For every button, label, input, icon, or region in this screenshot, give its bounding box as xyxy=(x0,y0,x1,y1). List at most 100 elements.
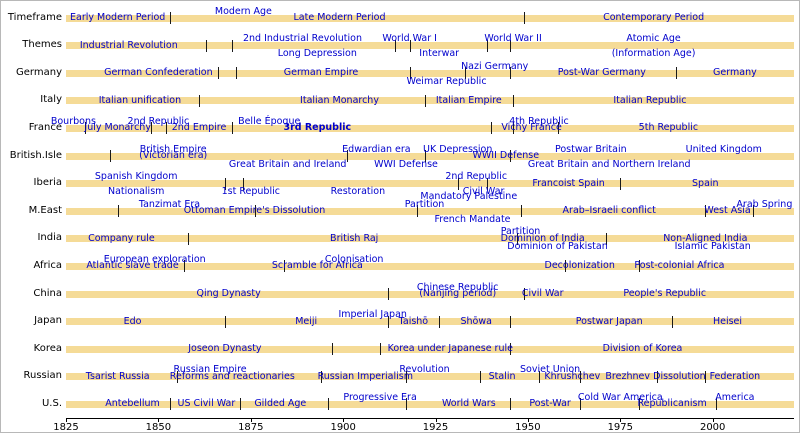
period-label: Italian unification xyxy=(98,94,182,106)
timeline-row: Spanish Kingdom Nationalism 1st Republic Re… xyxy=(66,170,794,198)
axis-year-label: 1950 xyxy=(515,421,541,433)
period-label: Dissolution xyxy=(653,370,706,382)
boundary-tick xyxy=(509,150,511,162)
period-label: Federation xyxy=(709,370,761,382)
boundary-tick xyxy=(479,370,481,383)
x-axis-tick xyxy=(343,418,345,422)
timeline-row: Early Modern Period Modern Age Late Modern… xyxy=(66,4,794,32)
period-label: Arab Spring xyxy=(736,198,793,210)
boundary-tick xyxy=(169,12,171,24)
row-label-timeframe: Timeframe xyxy=(7,11,62,23)
timeline-row: Tanzimat Era Ottoman Empire's Dissolution… xyxy=(66,192,794,225)
boundary-tick xyxy=(491,122,492,135)
boundary-tick xyxy=(254,205,256,218)
boundary-tick xyxy=(520,205,522,218)
boundary-tick xyxy=(620,177,622,190)
period-label: Civil War xyxy=(521,288,564,299)
row-label-france: France xyxy=(28,121,62,133)
axis-year-label: 1900 xyxy=(330,421,356,433)
boundary-tick xyxy=(199,94,200,107)
boundary-tick xyxy=(605,232,607,245)
period-label: Belle Époque xyxy=(238,115,301,127)
boundary-tick xyxy=(409,67,411,80)
period-label: Italian Monarchy xyxy=(300,94,379,106)
period-label: Islamic Pakistan xyxy=(674,241,751,253)
period-label: 4th Republic xyxy=(509,115,569,127)
period-label: Edwardian era xyxy=(342,143,411,155)
boundary-tick xyxy=(176,370,178,383)
boundary-tick xyxy=(387,288,389,300)
period-label: Postwar Japan xyxy=(575,315,643,327)
boundary-tick xyxy=(332,343,334,356)
row-label-m-east: M.East xyxy=(28,204,62,216)
period-label: Heisei xyxy=(712,315,743,327)
boundary-tick xyxy=(346,150,348,162)
period-bar xyxy=(66,180,794,188)
boundary-tick xyxy=(321,370,322,383)
period-label: Nationalism xyxy=(107,186,165,198)
period-label: Scramble for Africa xyxy=(271,260,363,272)
boundary-tick xyxy=(516,232,518,245)
period-label: Gilded Age xyxy=(254,398,307,410)
x-axis-tick xyxy=(712,418,714,422)
x-axis-tick xyxy=(66,418,67,422)
boundary-tick xyxy=(217,67,219,80)
period-label: United Kingdom xyxy=(685,143,762,155)
row-label-iberia: Iberia xyxy=(33,177,62,189)
axis-year-label: 1850 xyxy=(145,421,172,433)
period-label: (Information Age) xyxy=(611,48,696,60)
period-label: Progressive Era xyxy=(343,391,417,403)
boundary-tick xyxy=(406,398,407,411)
period-label: Shōwa xyxy=(460,315,492,327)
x-axis-tick xyxy=(527,418,529,422)
x-axis-line xyxy=(66,418,794,419)
x-axis-tick xyxy=(435,418,437,422)
boundary-tick xyxy=(424,150,426,162)
period-label: Post-War xyxy=(529,398,571,410)
boundary-tick xyxy=(417,205,419,218)
period-label: Korea under Japanese rule xyxy=(387,343,513,355)
period-label: Tanzimat Era xyxy=(138,198,201,210)
period-label: Revolution xyxy=(399,364,450,376)
axis-year-label: 1975 xyxy=(607,421,634,433)
boundary-tick xyxy=(705,370,707,383)
period-label: Joseon Dynasty xyxy=(188,343,262,355)
axis-year-label: 1925 xyxy=(422,421,449,433)
period-label: Vichy France xyxy=(501,122,562,134)
boundary-tick xyxy=(239,398,241,411)
boundary-tick xyxy=(509,398,511,411)
boundary-tick xyxy=(206,39,208,52)
row-label-china: China xyxy=(33,287,62,299)
boundary-tick xyxy=(224,177,226,190)
period-label: British Raj xyxy=(330,232,379,244)
period-bar xyxy=(66,14,794,22)
period-bar xyxy=(66,400,794,408)
boundary-tick xyxy=(184,260,186,273)
period-label: UK Depression xyxy=(423,143,493,155)
period-label: Russian Imperialism xyxy=(317,370,413,382)
period-label: Dominion of Pakistan xyxy=(507,241,608,253)
period-label: 5th Republic xyxy=(638,122,699,134)
boundary-tick xyxy=(509,39,511,52)
period-label: Company rule xyxy=(88,232,155,244)
timeline-row: German Confederation German Empire Weimar … xyxy=(66,59,794,87)
period-label: Colonisation xyxy=(324,253,384,265)
boundary-tick xyxy=(487,177,489,190)
boundary-tick xyxy=(705,205,707,218)
timeline-row: Industrial Revolution 2nd Industrial Revo… xyxy=(66,32,794,60)
period-label: Taishō xyxy=(398,315,429,327)
boundary-tick xyxy=(224,315,226,328)
boundary-tick xyxy=(387,315,389,328)
period-label: Edo xyxy=(123,315,142,327)
period-label: People's Republic xyxy=(623,288,707,299)
x-axis-tick xyxy=(620,418,622,422)
period-label: Meiji xyxy=(295,315,318,327)
period-label: Reforms and reactionaries xyxy=(169,370,295,382)
period-label: Soviet Union xyxy=(520,364,581,376)
period-label: Contemporary Period xyxy=(603,12,705,23)
period-label: 2nd Industrial Revolution xyxy=(242,33,363,45)
boundary-tick xyxy=(84,122,86,135)
boundary-tick xyxy=(579,370,581,383)
boundary-tick xyxy=(672,315,674,328)
